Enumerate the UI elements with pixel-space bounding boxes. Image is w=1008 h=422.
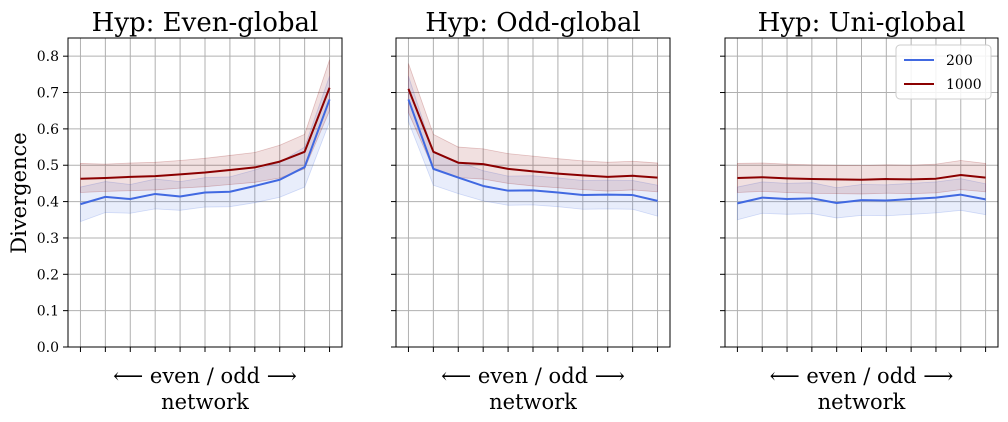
x-axis-sublabel-2: network	[818, 390, 906, 414]
legend-box	[895, 44, 992, 100]
x-axis-label-0: ⟵ even / odd ⟶	[113, 364, 297, 388]
y-tick-label-3: 0.3	[37, 231, 59, 247]
y-tick-label-4: 0.4	[37, 195, 59, 211]
band-0-0	[80, 76, 330, 223]
series-line-2-1	[737, 174, 986, 181]
y-tick-label-8: 0.8	[37, 49, 59, 65]
band-1-1	[408, 63, 658, 193]
band-0-1	[80, 59, 330, 193]
series-line-2-0	[737, 193, 986, 205]
y-tick-label-1: 0.1	[37, 304, 59, 320]
legend-label-0: 200	[946, 53, 973, 69]
x-axis-sublabel-0: network	[161, 390, 249, 414]
panel-title-0: Hyp: Even-global	[92, 8, 319, 38]
panel-1: Hyp: Odd-global ⟵ even / odd ⟶network	[391, 8, 671, 414]
x-axis-label-2: ⟵ even / odd ⟶	[770, 364, 954, 388]
series-line-1-1	[407, 88, 658, 179]
y-tick-label-5: 0.5	[37, 158, 59, 174]
series-line-0-1	[80, 87, 331, 180]
panel-title-1: Hyp: Odd-global	[425, 8, 641, 38]
panel-title-2: Hyp: Uni-global	[758, 8, 966, 38]
panel-0: 0.0 0.1 0.2 0.3 0.4 0.5 0.6 0.7 0.8 Hyp: Even-glo…	[37, 8, 343, 414]
panel-2: Hyp: Uni-global ⟵ even / odd ⟶network	[720, 8, 999, 414]
x-axis-sublabel-1: network	[489, 390, 577, 414]
legend-label-1: 1000	[946, 77, 982, 93]
y-tick-label-0: 0.0	[37, 340, 59, 356]
y-axis-label: Divergence	[7, 132, 31, 253]
series-line-1-0	[407, 99, 658, 202]
x-axis-label-1: ⟵ even / odd ⟶	[441, 364, 625, 388]
legend: 200 1000	[895, 44, 992, 100]
y-tick-label-7: 0.7	[37, 86, 59, 102]
series-line-0-0	[80, 99, 331, 206]
y-tick-label-6: 0.6	[37, 122, 59, 138]
y-tick-label-2: 0.2	[37, 267, 59, 283]
band-2-1	[737, 160, 986, 195]
